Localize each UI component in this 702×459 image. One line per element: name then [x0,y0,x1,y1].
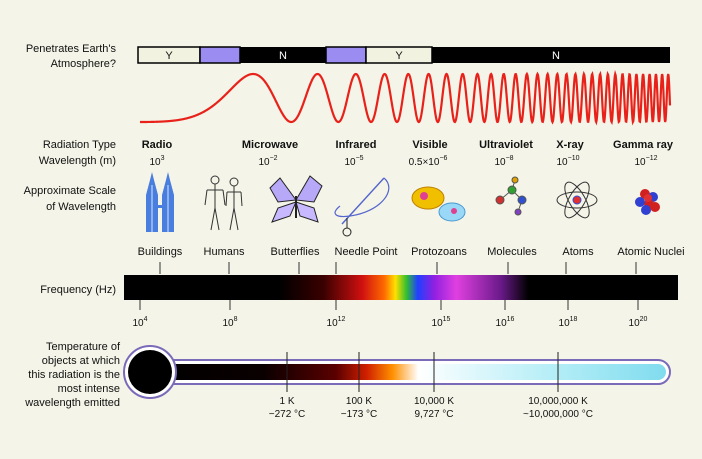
radiation-name: X-ray [556,139,584,151]
atmosphere-label-1: Penetrates Earth's [26,43,117,55]
thermometer [123,345,671,399]
temperature-label-line: this radiation is the [28,369,120,381]
frequency-tick-label: 1018 [559,316,578,329]
molecule-icon [495,176,527,216]
temperature-k-label: 10,000 K [414,396,454,407]
atmosphere-segment-text: Y [395,50,403,62]
atmosphere-segment [240,47,326,63]
wavelength-value: 10−2 [258,155,277,168]
radiation-type-label: Radiation Type [43,139,116,151]
scale-item-label: Buildings [138,246,183,258]
wavelength-value: 10−5 [344,155,363,168]
wavelength-value: 10−12 [635,155,658,168]
scale-label-1: Approximate Scale [24,185,116,197]
scale-item-label: Butterflies [271,246,320,258]
wavelength-value: 10−10 [557,155,580,168]
scale-item-label: Humans [204,246,245,258]
humans-icon [204,175,243,231]
atmosphere-segment-text: N [552,50,560,62]
scale-pointers [159,262,637,274]
radiation-name: Infrared [336,139,377,151]
scale-item-label: Atomic Nuclei [617,246,684,258]
thermometer-tube [150,364,666,380]
temperature-label-line: Temperature of [46,341,121,353]
temperature-label-line: wavelength emitted [24,397,120,409]
scale-item-label: Protozoans [411,246,467,258]
frequency-tick-label: 1012 [327,316,346,329]
frequency-bar [124,275,678,300]
temperature-ticks [286,352,559,392]
atmosphere-segment-text: N [279,50,287,62]
temperature-k-label: 1 K [279,396,294,407]
radiation-types: Radio Microwave Infrared Visible Ultravi… [142,139,674,168]
temperature-c-label: −272 °C [269,409,306,420]
frequency-tick-label: 104 [132,316,147,329]
scale-item-label: Atoms [562,246,594,258]
radiation-name: Radio [142,139,173,151]
radiation-name: Ultraviolet [479,139,533,151]
frequency-tick-labels: 104 108 1012 1015 1016 1018 1020 [132,316,647,329]
wavelength-value: 0.5×10−6 [409,155,448,168]
wave-curve [140,69,672,126]
buildings-icon [146,172,174,232]
radiation-name: Microwave [242,139,298,151]
atmosphere-label-2: Atmosphere? [51,58,116,70]
atmosphere-segment-text: Y [165,50,173,62]
nucleus-icon [635,189,660,215]
butterfly-icon [269,175,323,223]
wavelength-value: 103 [149,155,164,168]
atmosphere-segment [199,46,241,64]
frequency-label: Frequency (Hz) [40,284,116,296]
scale-item-label: Molecules [487,246,537,258]
wavelength-value: 10−8 [494,155,513,168]
frequency-tick-label: 1016 [496,316,515,329]
temperature-label-line: objects at which [42,355,120,367]
temperature-label-line: most intense [58,383,120,395]
temperature-k-label: 10,000,000 K [528,396,588,407]
needle-icon [334,177,390,237]
frequency-tick-label: 1015 [432,316,451,329]
temperature-k-label: 100 K [346,396,372,407]
temperature-tick-labels: 1 K −272 °C 100 K −173 °C 10,000 K 9,727… [269,396,593,420]
wavelength-label: Wavelength (m) [39,155,116,167]
radiation-name: Gamma ray [613,139,674,151]
atom-icon [556,181,598,219]
protozoan-icon [411,186,466,222]
frequency-ticks [139,300,639,310]
frequency-tick-label: 108 [222,316,237,329]
temperature-c-label: −173 °C [341,409,378,420]
atmosphere-segment [432,47,670,63]
temperature-c-label: ~10,000,000 °C [523,409,593,420]
atmosphere-bar: Y N Y N [137,46,670,64]
atmosphere-segment [325,46,367,64]
scale-item-label: Needle Point [335,246,398,258]
scale-label-2: of Wavelength [46,201,116,213]
radiation-name: Visible [412,139,447,151]
frequency-tick-label: 1020 [629,316,648,329]
temperature-c-label: 9,727 °C [414,409,453,420]
